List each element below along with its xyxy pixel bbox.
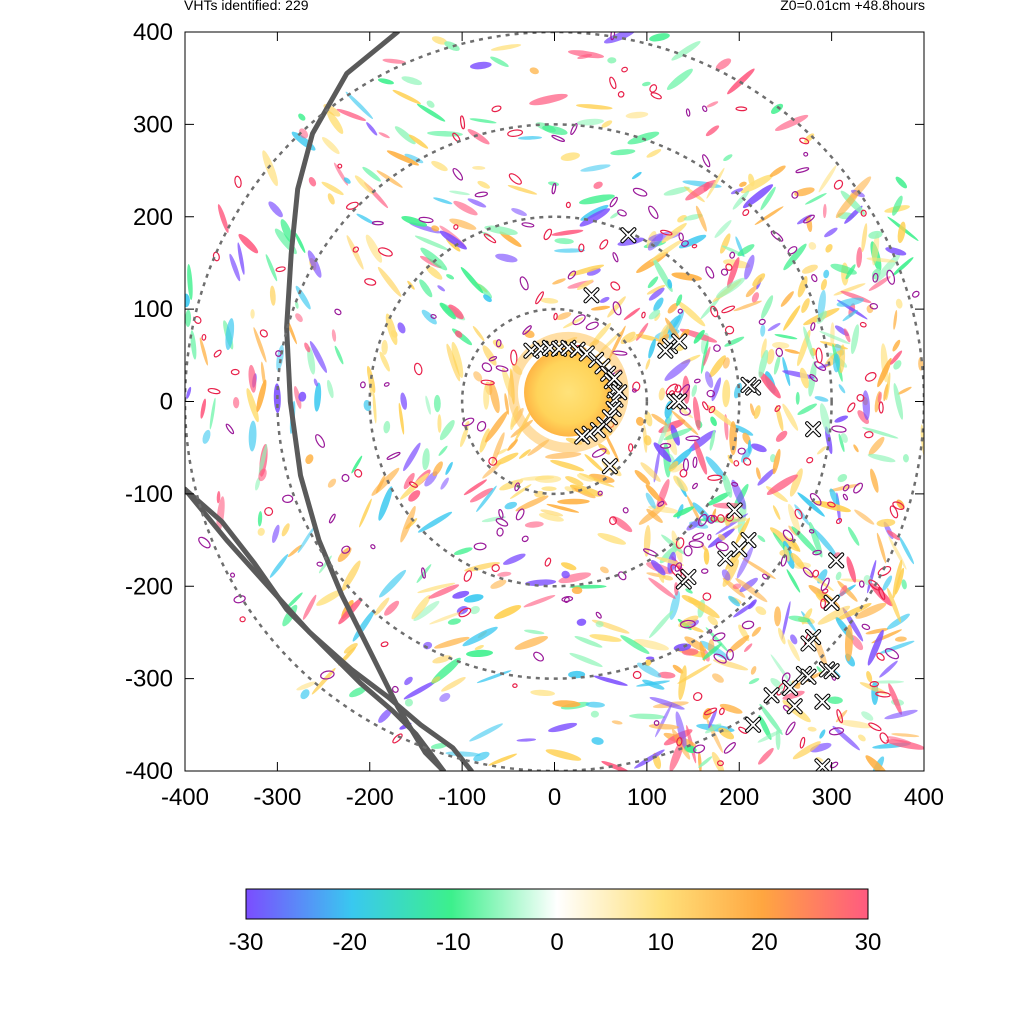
range-rings (185, 32, 924, 771)
colorbar-ticks: -30 -20 -10 0 10 20 30 (229, 929, 882, 956)
y-tick-label: -400 (125, 758, 173, 785)
colorbar-tick-label: 20 (751, 929, 778, 956)
storm-core (524, 347, 613, 437)
vht-marker (606, 370, 623, 387)
x-tick-label: 200 (719, 784, 759, 811)
vht-marker (745, 716, 762, 733)
roughness-time-label: Z0=0.01cm +48.8hours (780, 0, 925, 13)
colorbar-tick-label: 0 (550, 929, 563, 956)
vht-marker (578, 345, 595, 362)
vht-marker (823, 594, 840, 611)
x-tick-label: -300 (253, 784, 301, 811)
vht-marker (814, 693, 831, 710)
vht-marker (800, 635, 817, 652)
y-tick-label: 300 (133, 111, 173, 138)
vht-markers (523, 227, 845, 771)
y-tick-label: -100 (125, 481, 173, 508)
vht-marker (611, 384, 628, 401)
y-tick-label: 400 (133, 19, 173, 46)
axis-ticks: -400 -300 -200 -100 0 100 200 300 400 -400 -300 -20… (125, 19, 944, 811)
vht-count-label: VHTs identified: 229 (184, 0, 309, 13)
x-tick-label: 100 (627, 784, 667, 811)
vht-marker (620, 227, 637, 244)
vht-marker (671, 393, 688, 410)
colorbar-tick-label: -30 (229, 929, 264, 956)
vht-marker (828, 552, 845, 569)
colorbar-tick-label: -20 (332, 929, 367, 956)
y-tick-label: 100 (133, 296, 173, 323)
vht-marker (731, 541, 748, 558)
y-tick-label: 0 (160, 389, 173, 416)
x-tick-label: -100 (438, 784, 486, 811)
coastline-1 (284, 32, 447, 771)
vht-marker (605, 400, 622, 417)
vht-marker (574, 428, 591, 445)
y-tick-label: -200 (125, 573, 173, 600)
coastline-2 (185, 486, 447, 771)
vht-marker (589, 422, 606, 439)
vht-marker (666, 393, 683, 410)
colorbar-tick-label: -10 (436, 929, 471, 956)
range-ring-100 (460, 307, 649, 496)
y-tick-label: 200 (133, 204, 173, 231)
colorbar-tick-label: 30 (855, 929, 882, 956)
x-tick-label: -200 (346, 784, 394, 811)
range-ring-300 (276, 123, 833, 680)
x-tick-label: -400 (161, 784, 209, 811)
vht-marker (726, 502, 743, 519)
vht-marker (601, 458, 618, 475)
vht-marker (800, 668, 817, 685)
vht-marker (657, 342, 674, 359)
vht-marker (717, 550, 734, 567)
range-ring-200 (368, 215, 741, 588)
vht-marker (680, 569, 697, 585)
vht-marker (814, 758, 831, 771)
vht-marker (782, 679, 799, 696)
vht-marker (823, 663, 840, 680)
coastline-3 (185, 486, 474, 771)
vht-marker (583, 287, 600, 304)
vht-marker (740, 376, 757, 393)
x-tick-label: 400 (904, 784, 944, 811)
x-tick-label: 300 (812, 784, 852, 811)
vht-marker (805, 421, 822, 438)
vht-marker (786, 698, 803, 715)
coastline-layer (185, 32, 474, 771)
vht-marker (671, 333, 688, 350)
colorbar (245, 888, 869, 920)
y-tick-label: -300 (125, 666, 173, 693)
x-tick-label: 0 (548, 784, 561, 811)
colorbar-tick-label: 10 (647, 929, 674, 956)
vht-marker (763, 687, 780, 704)
